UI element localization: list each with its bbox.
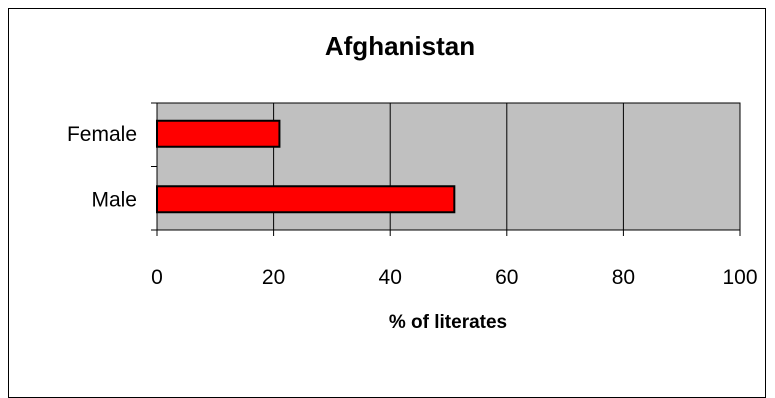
bars (156, 119, 456, 214)
x-axis: 0 20 40 60 80 100 (151, 230, 758, 289)
x-tick-label: 100 (722, 266, 757, 289)
bar-chart: Afghanistan Female Male 0 20 40 60 80 100 % of… (67, 31, 758, 333)
y-tick-label: Female (67, 123, 137, 146)
x-tick-label: 80 (612, 266, 635, 289)
x-tick-label: 40 (379, 266, 402, 289)
y-axis: Female Male (67, 102, 157, 231)
x-tick-label: 0 (151, 266, 163, 289)
x-tick-label: 60 (495, 266, 518, 289)
bar-female (156, 119, 281, 148)
chart-title: Afghanistan (325, 31, 475, 61)
y-tick-label: Male (91, 188, 137, 211)
x-axis-label: % of literates (389, 312, 507, 333)
x-tick-label: 20 (262, 266, 285, 289)
bar-male (156, 185, 456, 214)
